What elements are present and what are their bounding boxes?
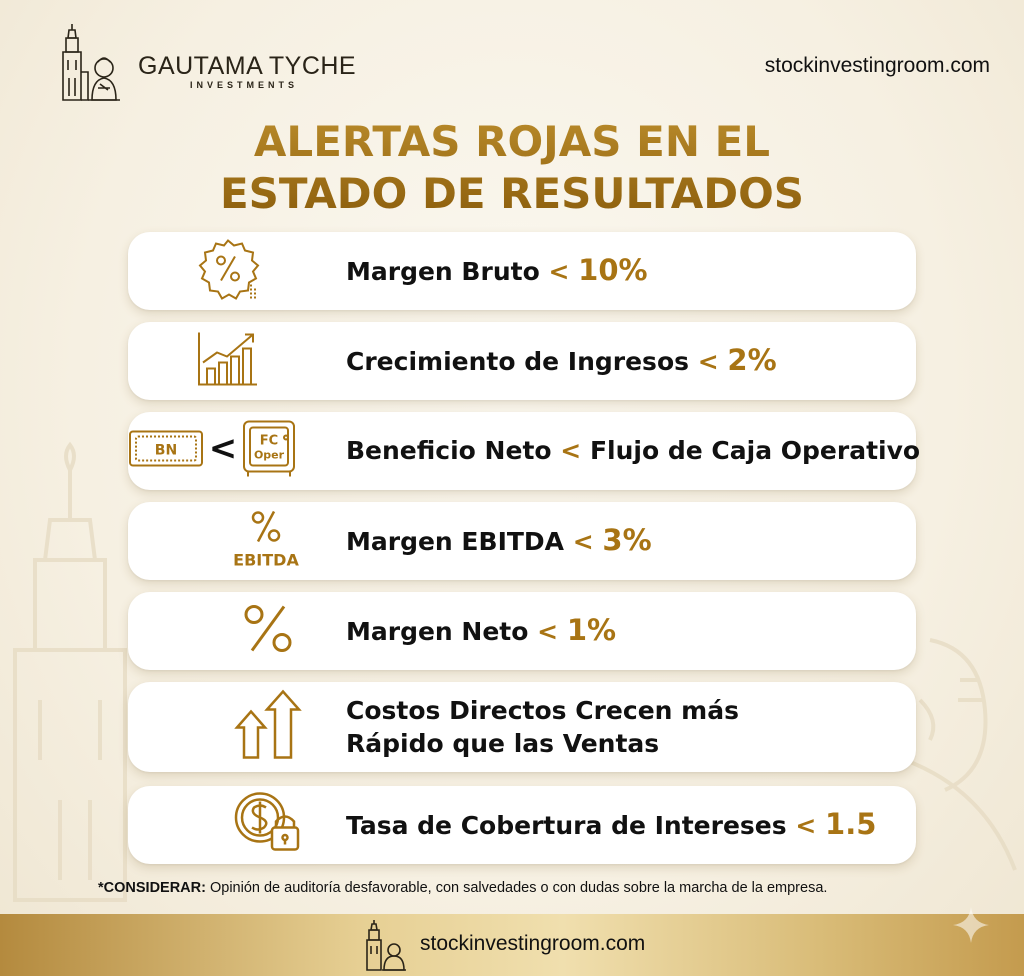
brand-name: GAUTAMA TYCHE	[138, 52, 357, 80]
alert-text: Costos Directos Crecen más Rápido que la…	[346, 694, 739, 760]
alert-operator: <	[572, 527, 594, 556]
percent-icon	[238, 601, 298, 662]
footer-logo-icon	[366, 920, 406, 971]
title-line-1: ALERTAS ROJAS EN EL	[253, 117, 771, 166]
page-title: ALERTAS ROJAS EN EL ESTADO DE RESULTADOS	[0, 116, 1024, 220]
alert-label: Margen EBITDA	[346, 527, 565, 556]
oper-badge-text: Oper	[254, 449, 285, 462]
alert-label: Crecimiento de Ingresos	[346, 347, 689, 376]
alert-label: Tasa de Cobertura de Intereses	[346, 811, 787, 840]
growth-chart-icon	[195, 329, 261, 394]
footnote-text: Opinión de auditoría desfavorable, con s…	[205, 880, 828, 896]
footer-bar	[0, 914, 1024, 976]
alert-value: 1%	[566, 613, 617, 647]
alert-label: Margen Bruto	[346, 257, 540, 286]
fc-badge-text: FC	[260, 434, 278, 449]
percent-badge-icon	[193, 237, 263, 306]
alert-card-crecimiento-ingresos: Crecimiento de Ingresos < 2%	[128, 322, 916, 400]
alert-value: 3%	[602, 523, 652, 557]
alert-operator: <	[697, 347, 719, 376]
website-link-top[interactable]: stockinvestingroom.com	[764, 54, 990, 77]
ebitda-icon-text: EBITDA	[233, 551, 299, 570]
footnote-prefix: *CONSIDERAR:	[98, 880, 206, 896]
alert-text: Crecimiento de Ingresos < 2%	[346, 343, 777, 379]
alert-value: 10%	[578, 253, 648, 287]
alert-line-2: Rápido que las Ventas	[346, 729, 660, 758]
alert-operator: <	[795, 811, 817, 840]
bn-badge-text: BN	[155, 443, 177, 459]
alert-operator: <	[560, 436, 582, 465]
tower-buddha-logo-icon	[62, 24, 120, 101]
alert-value: Flujo de Caja Operativo	[589, 436, 921, 465]
alert-text: Tasa de Cobertura de Intereses < 1.5	[346, 807, 876, 843]
brand-logo: GAUTAMA TYCHE INVESTMENTS	[58, 22, 358, 102]
coin-lock-icon	[232, 790, 304, 861]
alert-text: Margen Neto < 1%	[346, 613, 616, 649]
alert-label: Beneficio Neto	[346, 436, 552, 465]
footnote: *CONSIDERAR: Opinión de auditoría desfav…	[98, 880, 958, 896]
bn-fc-operator: <	[209, 429, 238, 469]
alert-card-beneficio-neto: BN < FC Oper Beneficio Neto < Flujo de C…	[128, 412, 920, 490]
double-up-arrow-icon	[233, 688, 303, 767]
alert-value: 1.5	[825, 807, 877, 841]
header: GAUTAMA TYCHE INVESTMENTS stockinvesting…	[0, 0, 1024, 110]
title-line-2: ESTADO DE RESULTADOS	[219, 169, 805, 218]
alert-value: 2%	[727, 343, 777, 377]
alert-label: Margen Neto	[346, 617, 529, 646]
alert-operator: <	[548, 257, 570, 286]
alert-card-margen-bruto: Margen Bruto < 10%	[128, 232, 916, 310]
brand-subtitle: INVESTMENTS	[190, 80, 299, 90]
alert-operator: <	[537, 617, 559, 646]
sparkle-icon	[953, 907, 989, 943]
alert-card-tasa-cobertura: Tasa de Cobertura de Intereses < 1.5	[128, 786, 916, 864]
alert-card-costos-directos: Costos Directos Crecen más Rápido que la…	[128, 682, 916, 772]
alert-text: Margen Bruto < 10%	[346, 253, 648, 289]
alert-card-margen-ebitda: EBITDA Margen EBITDA < 3%	[128, 502, 916, 580]
percent-ebitda-icon: EBITDA	[226, 506, 306, 577]
website-link-footer[interactable]: stockinvestingroom.com	[420, 932, 646, 955]
alert-text: Margen EBITDA < 3%	[346, 523, 652, 559]
alert-text: Beneficio Neto < Flujo de Caja Operativo	[346, 434, 920, 468]
alert-card-margen-neto: Margen Neto < 1%	[128, 592, 916, 670]
bn-vs-fc-icon: BN < FC Oper	[128, 418, 304, 485]
alert-line-1: Costos Directos Crecen más	[346, 696, 739, 725]
